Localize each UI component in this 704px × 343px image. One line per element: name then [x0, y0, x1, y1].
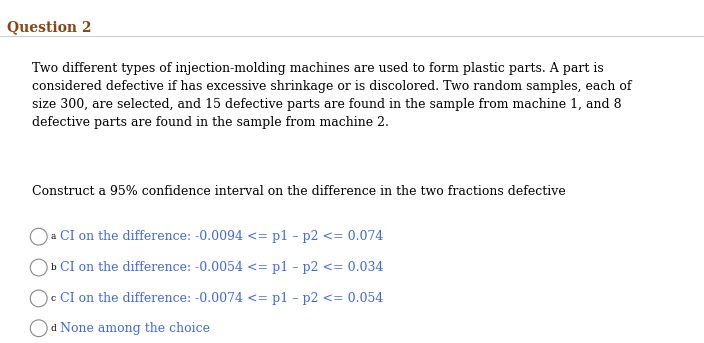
Text: b: b [51, 263, 56, 272]
Text: Question 2: Question 2 [7, 21, 92, 35]
Text: Two different types of injection-molding machines are used to form plastic parts: Two different types of injection-molding… [32, 62, 631, 129]
Text: d: d [51, 324, 56, 333]
Text: CI on the difference: -0.0054 <= p1 – p2 <= 0.034: CI on the difference: -0.0054 <= p1 – p2… [60, 261, 384, 274]
Text: c: c [51, 294, 56, 303]
Text: CI on the difference: -0.0094 <= p1 – p2 <= 0.074: CI on the difference: -0.0094 <= p1 – p2… [60, 230, 383, 243]
Text: a: a [51, 232, 56, 241]
Text: CI on the difference: -0.0074 <= p1 – p2 <= 0.054: CI on the difference: -0.0074 <= p1 – p2… [60, 292, 383, 305]
Text: Construct a 95% confidence interval on the difference in the two fractions defec: Construct a 95% confidence interval on t… [32, 185, 565, 198]
Text: None among the choice: None among the choice [60, 322, 210, 335]
